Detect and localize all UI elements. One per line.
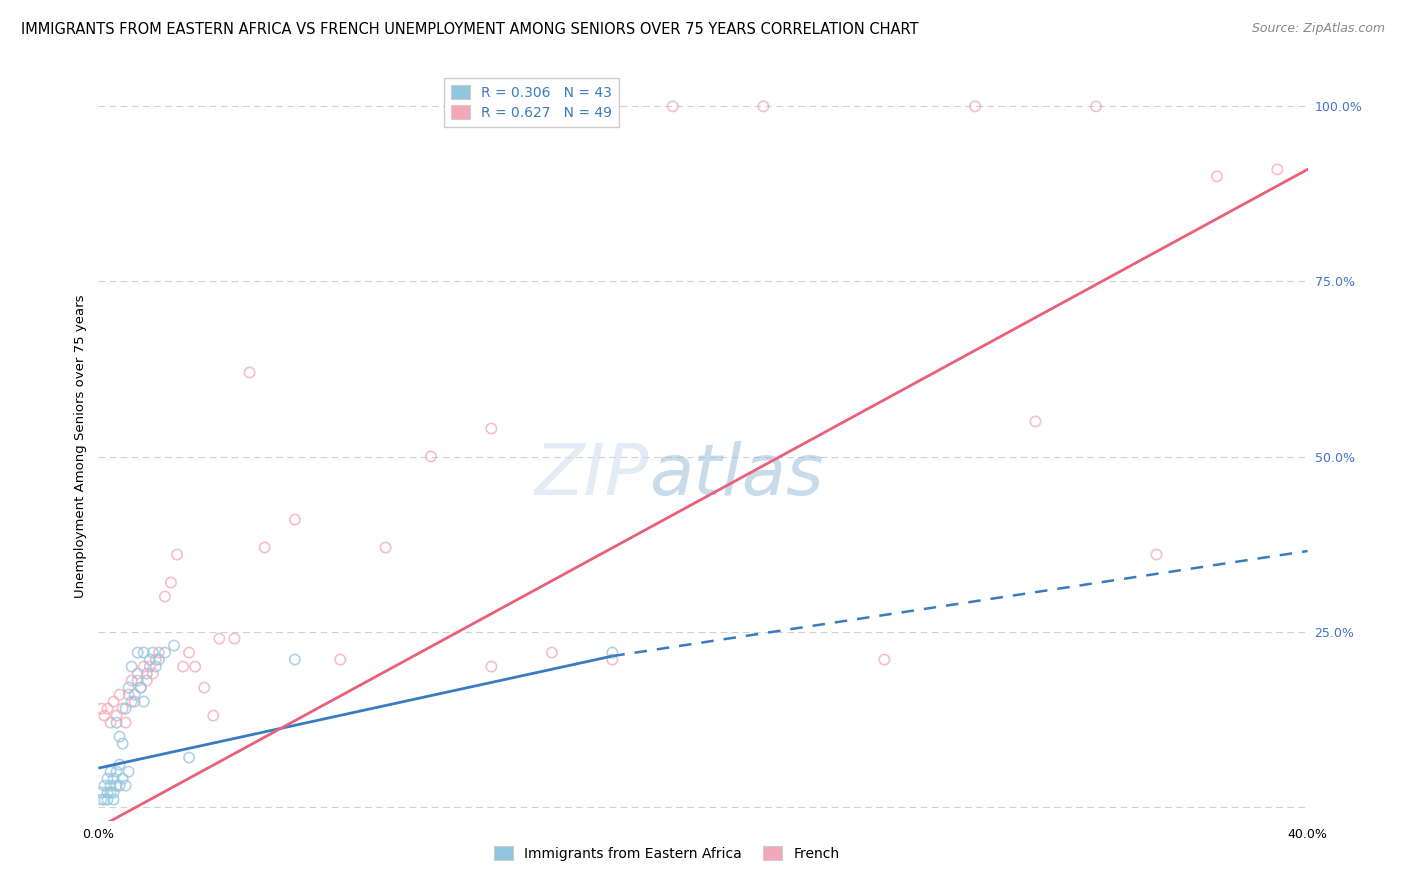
Point xyxy=(105,715,128,730)
Point xyxy=(93,792,115,806)
Point xyxy=(284,512,307,526)
Point xyxy=(661,99,683,113)
Point xyxy=(118,688,141,702)
Point xyxy=(540,646,562,660)
Point xyxy=(139,659,162,673)
Point xyxy=(90,701,112,715)
Point xyxy=(153,646,176,660)
Point xyxy=(96,792,118,806)
Point xyxy=(111,737,134,751)
Point xyxy=(114,701,136,715)
Point xyxy=(224,632,246,646)
Point xyxy=(1085,99,1108,113)
Point xyxy=(135,673,157,688)
Point xyxy=(202,708,225,723)
Point xyxy=(253,541,276,555)
Point xyxy=(153,590,176,604)
Point xyxy=(163,639,186,653)
Point xyxy=(105,764,128,779)
Point xyxy=(103,772,125,786)
Point xyxy=(752,99,775,113)
Point xyxy=(108,757,131,772)
Point xyxy=(160,575,183,590)
Point xyxy=(121,695,143,709)
Text: atlas: atlas xyxy=(648,442,823,510)
Point xyxy=(965,99,987,113)
Point xyxy=(481,421,503,435)
Point xyxy=(121,673,143,688)
Point xyxy=(132,659,155,673)
Point xyxy=(96,772,118,786)
Point xyxy=(148,652,170,666)
Point xyxy=(100,715,122,730)
Point xyxy=(148,646,170,660)
Point xyxy=(103,786,125,800)
Point xyxy=(100,779,122,793)
Point xyxy=(118,764,141,779)
Point xyxy=(108,688,131,702)
Point xyxy=(118,681,141,695)
Point xyxy=(239,366,262,380)
Point xyxy=(129,681,152,695)
Point xyxy=(108,730,131,744)
Point xyxy=(90,792,112,806)
Point xyxy=(100,786,122,800)
Point xyxy=(114,715,136,730)
Text: Source: ZipAtlas.com: Source: ZipAtlas.com xyxy=(1251,22,1385,36)
Point xyxy=(142,646,165,660)
Point xyxy=(127,666,149,681)
Point xyxy=(124,695,146,709)
Point xyxy=(1024,415,1046,429)
Point xyxy=(873,652,896,666)
Point xyxy=(329,652,352,666)
Point xyxy=(193,681,215,695)
Point xyxy=(105,708,128,723)
Point xyxy=(374,541,396,555)
Point xyxy=(142,666,165,681)
Point xyxy=(145,659,167,673)
Text: ZIP: ZIP xyxy=(534,442,648,510)
Point xyxy=(121,659,143,673)
Point xyxy=(124,688,146,702)
Point xyxy=(90,786,112,800)
Text: IMMIGRANTS FROM EASTERN AFRICA VS FRENCH UNEMPLOYMENT AMONG SENIORS OVER 75 YEAR: IMMIGRANTS FROM EASTERN AFRICA VS FRENCH… xyxy=(21,22,918,37)
Point xyxy=(96,701,118,715)
Point xyxy=(1206,169,1229,184)
Point xyxy=(103,792,125,806)
Point xyxy=(145,652,167,666)
Point xyxy=(127,646,149,660)
Point xyxy=(132,695,155,709)
Point xyxy=(184,659,207,673)
Point xyxy=(166,548,188,562)
Y-axis label: Unemployment Among Seniors over 75 years: Unemployment Among Seniors over 75 years xyxy=(75,294,87,598)
Point xyxy=(129,681,152,695)
Point xyxy=(481,659,503,673)
Point xyxy=(132,646,155,660)
Point xyxy=(135,666,157,681)
Point xyxy=(100,764,122,779)
Point xyxy=(179,750,201,764)
Point xyxy=(179,646,201,660)
Point xyxy=(602,652,624,666)
Point xyxy=(105,779,128,793)
Point xyxy=(93,779,115,793)
Point xyxy=(111,701,134,715)
Point xyxy=(139,652,162,666)
Point xyxy=(1267,162,1289,177)
Point xyxy=(284,652,307,666)
Point xyxy=(420,450,443,464)
Point xyxy=(111,772,134,786)
Point xyxy=(103,695,125,709)
Legend: Immigrants from Eastern Africa, French: Immigrants from Eastern Africa, French xyxy=(488,840,845,866)
Point xyxy=(108,779,131,793)
Point xyxy=(127,673,149,688)
Point xyxy=(1144,548,1167,562)
Point xyxy=(172,659,194,673)
Point xyxy=(114,779,136,793)
Point xyxy=(208,632,231,646)
Point xyxy=(93,708,115,723)
Point xyxy=(96,786,118,800)
Point xyxy=(602,646,624,660)
